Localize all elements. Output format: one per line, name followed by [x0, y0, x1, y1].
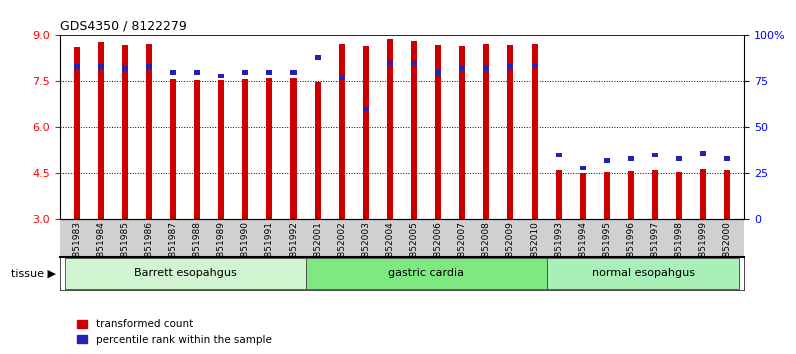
- Bar: [267, 78, 272, 219]
- Text: GSM851997: GSM851997: [650, 221, 660, 276]
- Bar: [411, 61, 417, 65]
- Text: GSM851984: GSM851984: [96, 221, 105, 276]
- Text: GSM852004: GSM852004: [385, 221, 395, 276]
- Bar: [579, 173, 586, 219]
- Text: GSM852010: GSM852010: [530, 221, 539, 276]
- Bar: [459, 46, 465, 219]
- Bar: [170, 79, 176, 219]
- Text: GSM851991: GSM851991: [265, 221, 274, 276]
- Bar: [604, 158, 610, 163]
- Bar: [242, 70, 248, 75]
- Text: tissue ▶: tissue ▶: [10, 268, 56, 279]
- Bar: [98, 42, 103, 219]
- Bar: [700, 151, 706, 155]
- Text: GSM851995: GSM851995: [603, 221, 611, 276]
- Bar: [267, 70, 272, 75]
- Bar: [218, 80, 224, 219]
- Bar: [676, 172, 682, 219]
- Bar: [459, 66, 465, 71]
- Bar: [628, 156, 634, 161]
- FancyBboxPatch shape: [306, 258, 547, 289]
- Text: GSM851993: GSM851993: [554, 221, 563, 276]
- Text: GSM851989: GSM851989: [217, 221, 226, 276]
- Bar: [724, 156, 731, 161]
- Bar: [242, 79, 248, 219]
- Bar: [314, 82, 321, 219]
- Text: GSM851998: GSM851998: [675, 221, 684, 276]
- Text: GSM852001: GSM852001: [313, 221, 322, 276]
- Bar: [556, 153, 562, 157]
- Text: gastric cardia: gastric cardia: [388, 268, 464, 278]
- Text: GSM851986: GSM851986: [144, 221, 154, 276]
- Bar: [652, 153, 658, 157]
- Bar: [483, 44, 490, 219]
- Bar: [73, 47, 80, 219]
- Bar: [194, 70, 200, 75]
- Bar: [676, 156, 682, 161]
- Bar: [73, 64, 80, 69]
- Bar: [532, 44, 537, 219]
- Bar: [532, 63, 537, 67]
- Text: GSM852003: GSM852003: [361, 221, 370, 276]
- Bar: [122, 45, 128, 219]
- Bar: [339, 44, 345, 219]
- Bar: [363, 107, 369, 112]
- Bar: [122, 66, 128, 71]
- Bar: [507, 45, 513, 219]
- Text: GSM851983: GSM851983: [72, 221, 81, 276]
- Bar: [411, 41, 417, 219]
- Text: normal esopahgus: normal esopahgus: [591, 268, 695, 278]
- Text: GSM851985: GSM851985: [120, 221, 129, 276]
- FancyBboxPatch shape: [64, 258, 306, 289]
- Bar: [628, 171, 634, 219]
- Text: GSM852005: GSM852005: [409, 221, 419, 276]
- Text: GSM852007: GSM852007: [458, 221, 466, 276]
- Bar: [170, 70, 176, 75]
- Bar: [387, 61, 393, 65]
- Text: GSM851994: GSM851994: [578, 221, 587, 276]
- Bar: [700, 169, 706, 219]
- Text: GSM852006: GSM852006: [434, 221, 443, 276]
- Bar: [98, 64, 103, 69]
- Bar: [314, 55, 321, 60]
- Bar: [435, 45, 441, 219]
- Bar: [363, 46, 369, 219]
- Text: GSM852008: GSM852008: [482, 221, 491, 276]
- Bar: [291, 70, 297, 75]
- Bar: [146, 64, 152, 69]
- Bar: [291, 78, 297, 219]
- Bar: [218, 74, 224, 78]
- Bar: [724, 170, 731, 219]
- Bar: [146, 44, 152, 219]
- Legend: transformed count, percentile rank within the sample: transformed count, percentile rank withi…: [73, 315, 276, 349]
- Bar: [604, 172, 610, 219]
- Bar: [579, 166, 586, 170]
- Text: GSM851996: GSM851996: [626, 221, 635, 276]
- Text: GSM852009: GSM852009: [506, 221, 515, 276]
- Text: GSM851999: GSM851999: [699, 221, 708, 276]
- Text: GSM851987: GSM851987: [169, 221, 178, 276]
- Text: Barrett esopahgus: Barrett esopahgus: [134, 268, 236, 278]
- Text: GSM851992: GSM851992: [289, 221, 298, 276]
- Bar: [387, 39, 393, 219]
- Text: GSM851988: GSM851988: [193, 221, 201, 276]
- Bar: [339, 75, 345, 80]
- Bar: [507, 64, 513, 69]
- Bar: [435, 70, 441, 75]
- FancyBboxPatch shape: [547, 258, 739, 289]
- Bar: [483, 66, 490, 71]
- Bar: [556, 170, 562, 219]
- Text: GSM851990: GSM851990: [241, 221, 250, 276]
- Text: GSM852002: GSM852002: [338, 221, 346, 276]
- Bar: [194, 80, 200, 219]
- Bar: [652, 170, 658, 219]
- Text: GDS4350 / 8122279: GDS4350 / 8122279: [60, 20, 186, 33]
- Text: GSM852000: GSM852000: [723, 221, 732, 276]
